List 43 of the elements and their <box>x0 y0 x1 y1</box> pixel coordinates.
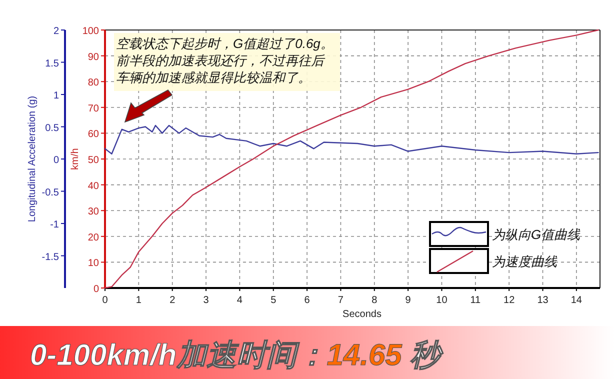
y2-tick-label: 1.5 <box>45 58 60 70</box>
x-tick-label: 6 <box>304 295 310 306</box>
y-tick-label: 80 <box>88 78 100 89</box>
y-tick-label: 90 <box>88 52 100 63</box>
text: 0-100km/h加速时间：14.65 秒 <box>30 339 444 372</box>
y-tick-label: 10 <box>88 258 100 270</box>
legend-label: 为纵向G值曲线 <box>492 227 582 242</box>
line-series <box>104 29 599 289</box>
x-tick-label: 1 <box>136 295 142 306</box>
x-tick-label: 13 <box>537 295 549 306</box>
x-tick-label: 7 <box>338 295 344 306</box>
y-tick-label: 100 <box>82 26 100 37</box>
y2-tick-label: 2 <box>53 26 60 37</box>
y-tick-label: 40 <box>88 180 100 192</box>
line-series <box>104 124 599 154</box>
y-tick-label: 20 <box>88 232 100 244</box>
x-tick-label: 9 <box>405 295 412 306</box>
x-tick-label: 12 <box>504 295 516 306</box>
y-tick-label: 0 <box>93 284 100 295</box>
x-tick-label: 2 <box>170 295 176 306</box>
y-axis-title: km/h <box>70 148 81 170</box>
x-tick-label: 8 <box>372 295 378 306</box>
y-tick-label: 60 <box>88 129 100 140</box>
x-tick-label: 14 <box>570 295 582 306</box>
annotation: 空载状态下起步时，G值超过了0.6g。前半段的加速表现还行，不过再往后车辆的加速感就显得比较温和了。 <box>116 36 334 85</box>
x-tick-label: 3 <box>203 295 210 306</box>
y2-axis-title: Longitudinal Acceleration (g) <box>27 96 38 222</box>
legend-label: 为速度曲线 <box>492 254 558 269</box>
y2-tick-label: 0.5 <box>45 122 60 134</box>
y-tick-label: 50 <box>88 155 100 166</box>
x-tick-label: 10 <box>436 295 448 306</box>
x-tick-label: 4 <box>236 295 243 306</box>
y2-tick-label: 0 <box>53 155 60 166</box>
y2-tick-label: -1.5 <box>42 252 60 263</box>
y2-tick-label: -1 <box>50 220 60 230</box>
x-tick-label: 5 <box>270 295 277 306</box>
x-tick-label: 0 <box>102 295 108 306</box>
x-tick-label: 11 <box>470 295 482 306</box>
y-tick-label: 70 <box>88 103 100 114</box>
x-axis-title: Seconds <box>342 309 382 320</box>
y2-tick-label: 1 <box>53 90 60 102</box>
y2-tick-label: -0.5 <box>42 187 60 198</box>
y-tick-label: 30 <box>88 206 100 218</box>
